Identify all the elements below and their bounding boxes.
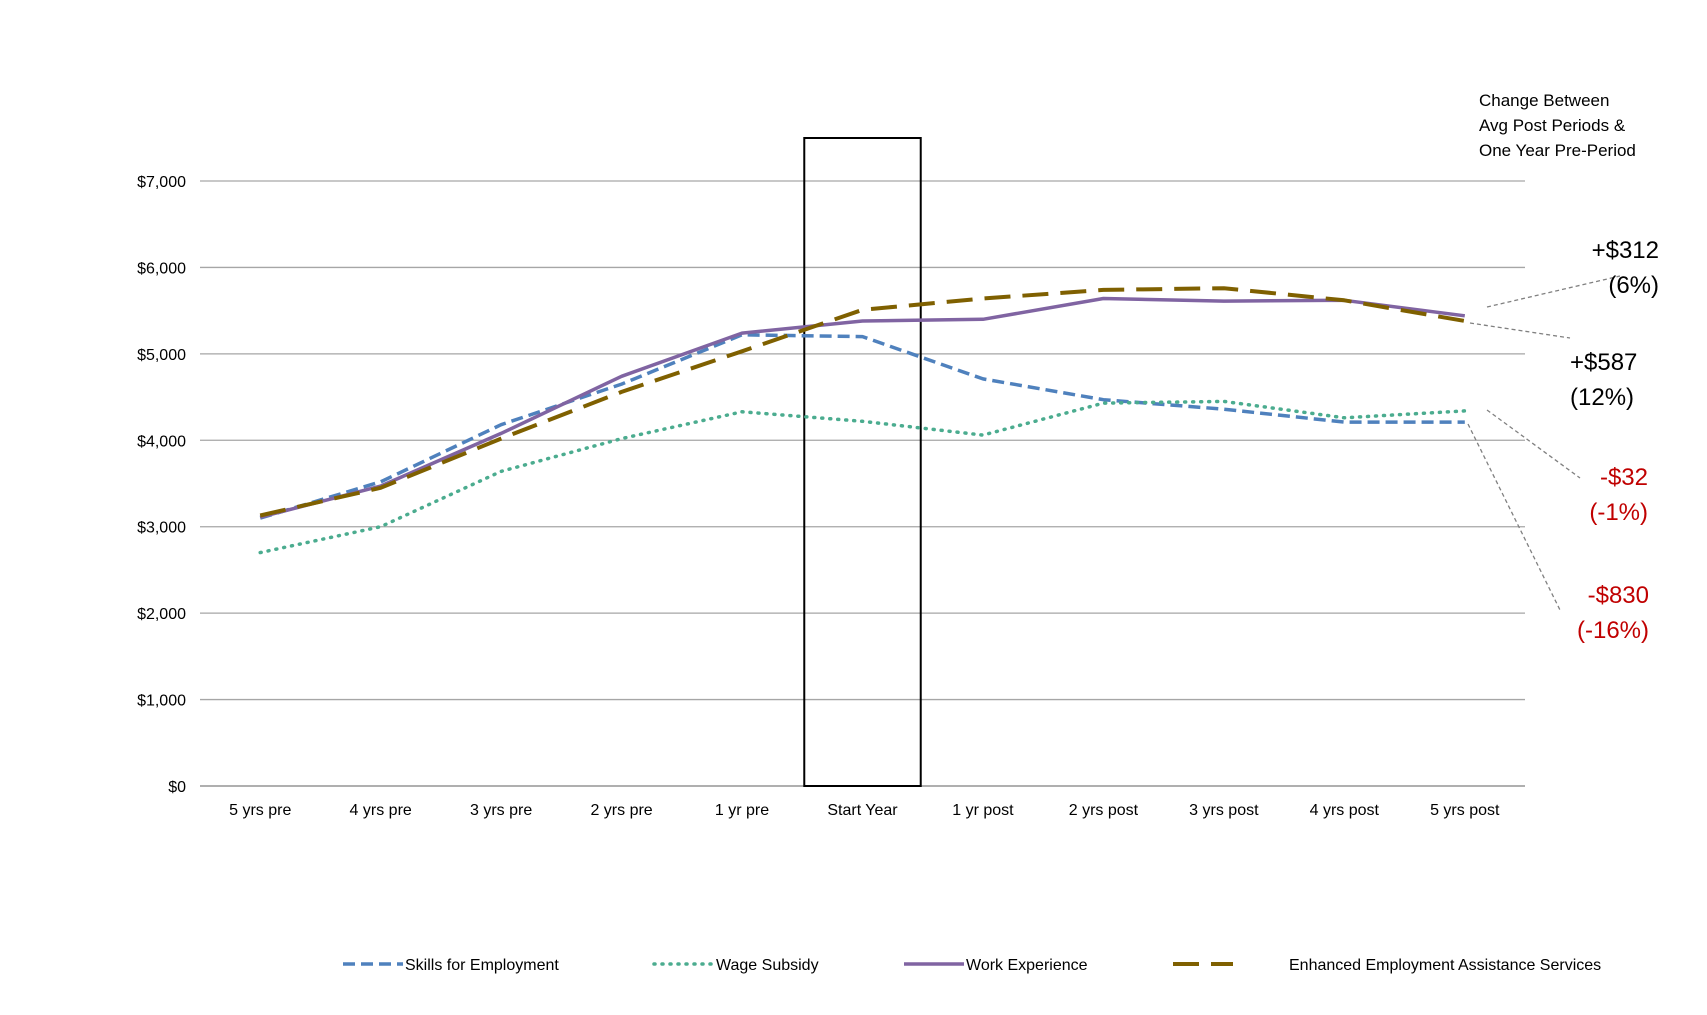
annotation-header: Change Between Avg Post Periods & One Year… xyxy=(1479,91,1636,160)
annotation-header-line: One Year Pre-Period xyxy=(1479,141,1636,160)
annotation-leader-line xyxy=(1469,322,1571,339)
annotation-change-amount-work-experience: +$312 xyxy=(1592,237,1659,264)
annotation-header-line: Avg Post Periods & xyxy=(1479,116,1626,135)
x-tick-label: 3 yrs pre xyxy=(470,802,532,819)
annotation-change-percent-enhanced-employment-assistance-services: (12%) xyxy=(1570,384,1634,411)
y-tick-label: $6,000 xyxy=(137,260,186,277)
annotation-header-line: Change Between xyxy=(1479,91,1609,110)
x-tick-label: 4 yrs pre xyxy=(350,802,412,819)
series-line-skills-for-employment xyxy=(259,333,1465,520)
x-tick-label: 5 yrs post xyxy=(1430,802,1500,819)
change-annotations: +$312 (6%) +$587 (12%) -$32 (-1%) -$830 (-16%) xyxy=(1467,237,1659,644)
x-tick-label: 5 yrs pre xyxy=(229,802,291,819)
x-tick-label: 3 yrs post xyxy=(1189,802,1259,819)
x-tick-label: 2 yrs post xyxy=(1069,802,1139,819)
y-tick-label: $1,000 xyxy=(137,693,186,710)
start-year-highlight-box xyxy=(803,137,922,787)
gridlines xyxy=(200,180,1525,787)
legend: Skills for Employment Wage Subsidy Work Ex… xyxy=(343,957,1601,974)
annotation-change-amount-skills-for-employment: -$830 xyxy=(1588,582,1649,609)
y-tick-label: $2,000 xyxy=(137,606,186,623)
y-tick-label: $4,000 xyxy=(137,433,186,450)
series-line-enhanced-employment-assistance-services xyxy=(259,286,1466,518)
legend-label-wage-subsidy: Wage Subsidy xyxy=(716,957,819,974)
legend-label-enhanced-employment-assistance-services: Enhanced Employment Assistance Services xyxy=(1289,957,1601,974)
x-tick-label: 2 yrs pre xyxy=(590,802,652,819)
series-line-wage-subsidy xyxy=(258,399,1467,555)
y-tick-label: $3,000 xyxy=(137,520,186,537)
legend-label-skills-for-employment: Skills for Employment xyxy=(405,957,559,974)
y-tick-label: $0 xyxy=(168,779,186,796)
annotation-change-amount-enhanced-employment-assistance-services: +$587 xyxy=(1570,349,1637,376)
x-axis-ticks: 5 yrs pre 4 yrs pre 3 yrs pre 2 yrs pre 1 yr… xyxy=(229,802,1500,819)
legend-label-work-experience: Work Experience xyxy=(966,957,1088,974)
annotation-change-percent-wage-subsidy: (-1%) xyxy=(1589,499,1648,526)
annotation-leader-line xyxy=(1486,409,1581,479)
annotation-leader-line xyxy=(1486,275,1621,308)
x-tick-label: 1 yr pre xyxy=(715,802,769,819)
x-tick-label: Start Year xyxy=(827,802,898,819)
x-tick-label: 4 yrs post xyxy=(1310,802,1380,819)
y-tick-label: $7,000 xyxy=(137,174,186,191)
annotation-leader-line xyxy=(1467,423,1561,611)
annotation-change-percent-skills-for-employment: (-16%) xyxy=(1577,617,1649,644)
y-tick-label: $5,000 xyxy=(137,347,186,364)
series-line-work-experience xyxy=(259,296,1466,519)
annotation-change-amount-wage-subsidy: -$32 xyxy=(1600,464,1648,491)
y-axis-ticks: $0 $1,000 $2,000 $3,000 $4,000 $5,000 $6,000 $7… xyxy=(137,174,186,796)
annotation-change-percent-work-experience: (6%) xyxy=(1608,272,1659,299)
series-lines xyxy=(258,286,1467,555)
x-tick-label: 1 yr post xyxy=(952,802,1014,819)
